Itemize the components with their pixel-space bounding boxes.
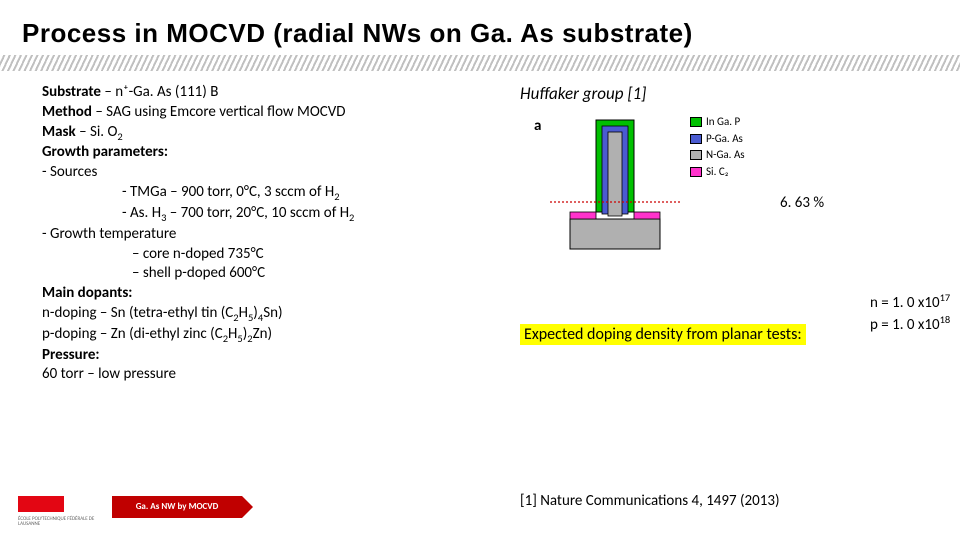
substrate-value: – n⁺-Ga. As (111) B [101, 83, 218, 101]
nd-h: H [239, 304, 248, 322]
tmga-line: - TMGa – 900 torr, 0°C, 3 sccm of H [122, 183, 334, 201]
nd-sn: Sn) [263, 304, 282, 322]
pd-zn: Zn) [253, 325, 272, 343]
expected-doping-label: Expected doping density from planar test… [520, 324, 806, 345]
slide-title: Process in MOCVD (radial NWs on Ga. As s… [0, 0, 960, 55]
legend-swatch [690, 167, 702, 177]
mask-sub: 2 [117, 130, 122, 143]
epfl-logo: ÉCOLE POLYTECHNIQUE FÉDÉRALE DE LAUSANNE [18, 496, 96, 522]
method-label: Method [42, 103, 92, 121]
main-dopants-label: Main dopants: [42, 284, 132, 302]
ash3-rest: – 700 torr, 20°C, 10 sccm of H [166, 204, 349, 222]
method-value: – SAG using Emcore vertical flow MOCVD [92, 103, 346, 121]
left-column: Substrate – n⁺-Ga. As (111) B Method – S… [42, 83, 462, 385]
h2-sub-2: 2 [349, 211, 354, 224]
n-doping-exp: 17 [940, 291, 951, 304]
reference-heading: Huffaker group [1] [520, 83, 940, 104]
legend-label: In Ga. P [706, 115, 740, 128]
ash3-line: - As. H [122, 204, 161, 222]
legend-label: Si. C₂ [706, 165, 728, 178]
logo-text: ÉCOLE POLYTECHNIQUE FÉDÉRALE DE LAUSANNE [18, 517, 96, 527]
footer-chip: Ga. As NW by MOCVD [112, 496, 242, 518]
growth-temp-label: - Growth temperature [42, 225, 462, 245]
diagram-legend: In Ga. P P-Ga. As N-Ga. As Si. C₂ [690, 114, 745, 180]
efficiency-pct: 6. 63 % [780, 194, 824, 212]
h2-sub-1: 2 [334, 190, 339, 203]
doping-values: n = 1. 0 x1017 p = 1. 0 x1018 [870, 291, 950, 335]
ndoping: n-doping – Sn (tetra-ethyl tin (C [42, 304, 233, 322]
mask-label: Mask [42, 123, 76, 141]
growth-params-label: Growth parameters: [42, 143, 168, 161]
pressure-label: Pressure: [42, 346, 100, 364]
pressure-value: 60 torr – low pressure [42, 365, 462, 385]
legend-swatch [690, 134, 702, 144]
p-doping-value: p = 1. 0 x10 [870, 316, 940, 334]
sources-label: - Sources [42, 163, 462, 183]
substrate-label: Substrate [42, 83, 101, 101]
diagram-label-a: a [534, 117, 541, 135]
legend-swatch [690, 150, 702, 160]
divider-bar [0, 55, 960, 71]
core-temp: – core n-doped 735°C [42, 245, 462, 265]
mask-value: – Si. O [76, 123, 118, 141]
p-doping-exp: 18 [940, 313, 951, 326]
legend-swatch [690, 117, 702, 127]
nanowire-diagram: a In Ga. P P-Ga. As N-Ga. As Si. C₂ [520, 114, 880, 254]
shell-temp: – shell p-doped 600°C [42, 264, 462, 284]
n-doping-value: n = 1. 0 x10 [870, 294, 940, 312]
pd-h: H [228, 325, 237, 343]
legend-label: N-Ga. As [706, 148, 745, 161]
legend-label: P-Ga. As [706, 132, 743, 145]
citation: [1] Nature Communications 4, 1497 (2013) [520, 492, 780, 510]
pdoping: p-doping – Zn (di-ethyl zinc (C [42, 325, 223, 343]
logo-mark [18, 496, 64, 512]
